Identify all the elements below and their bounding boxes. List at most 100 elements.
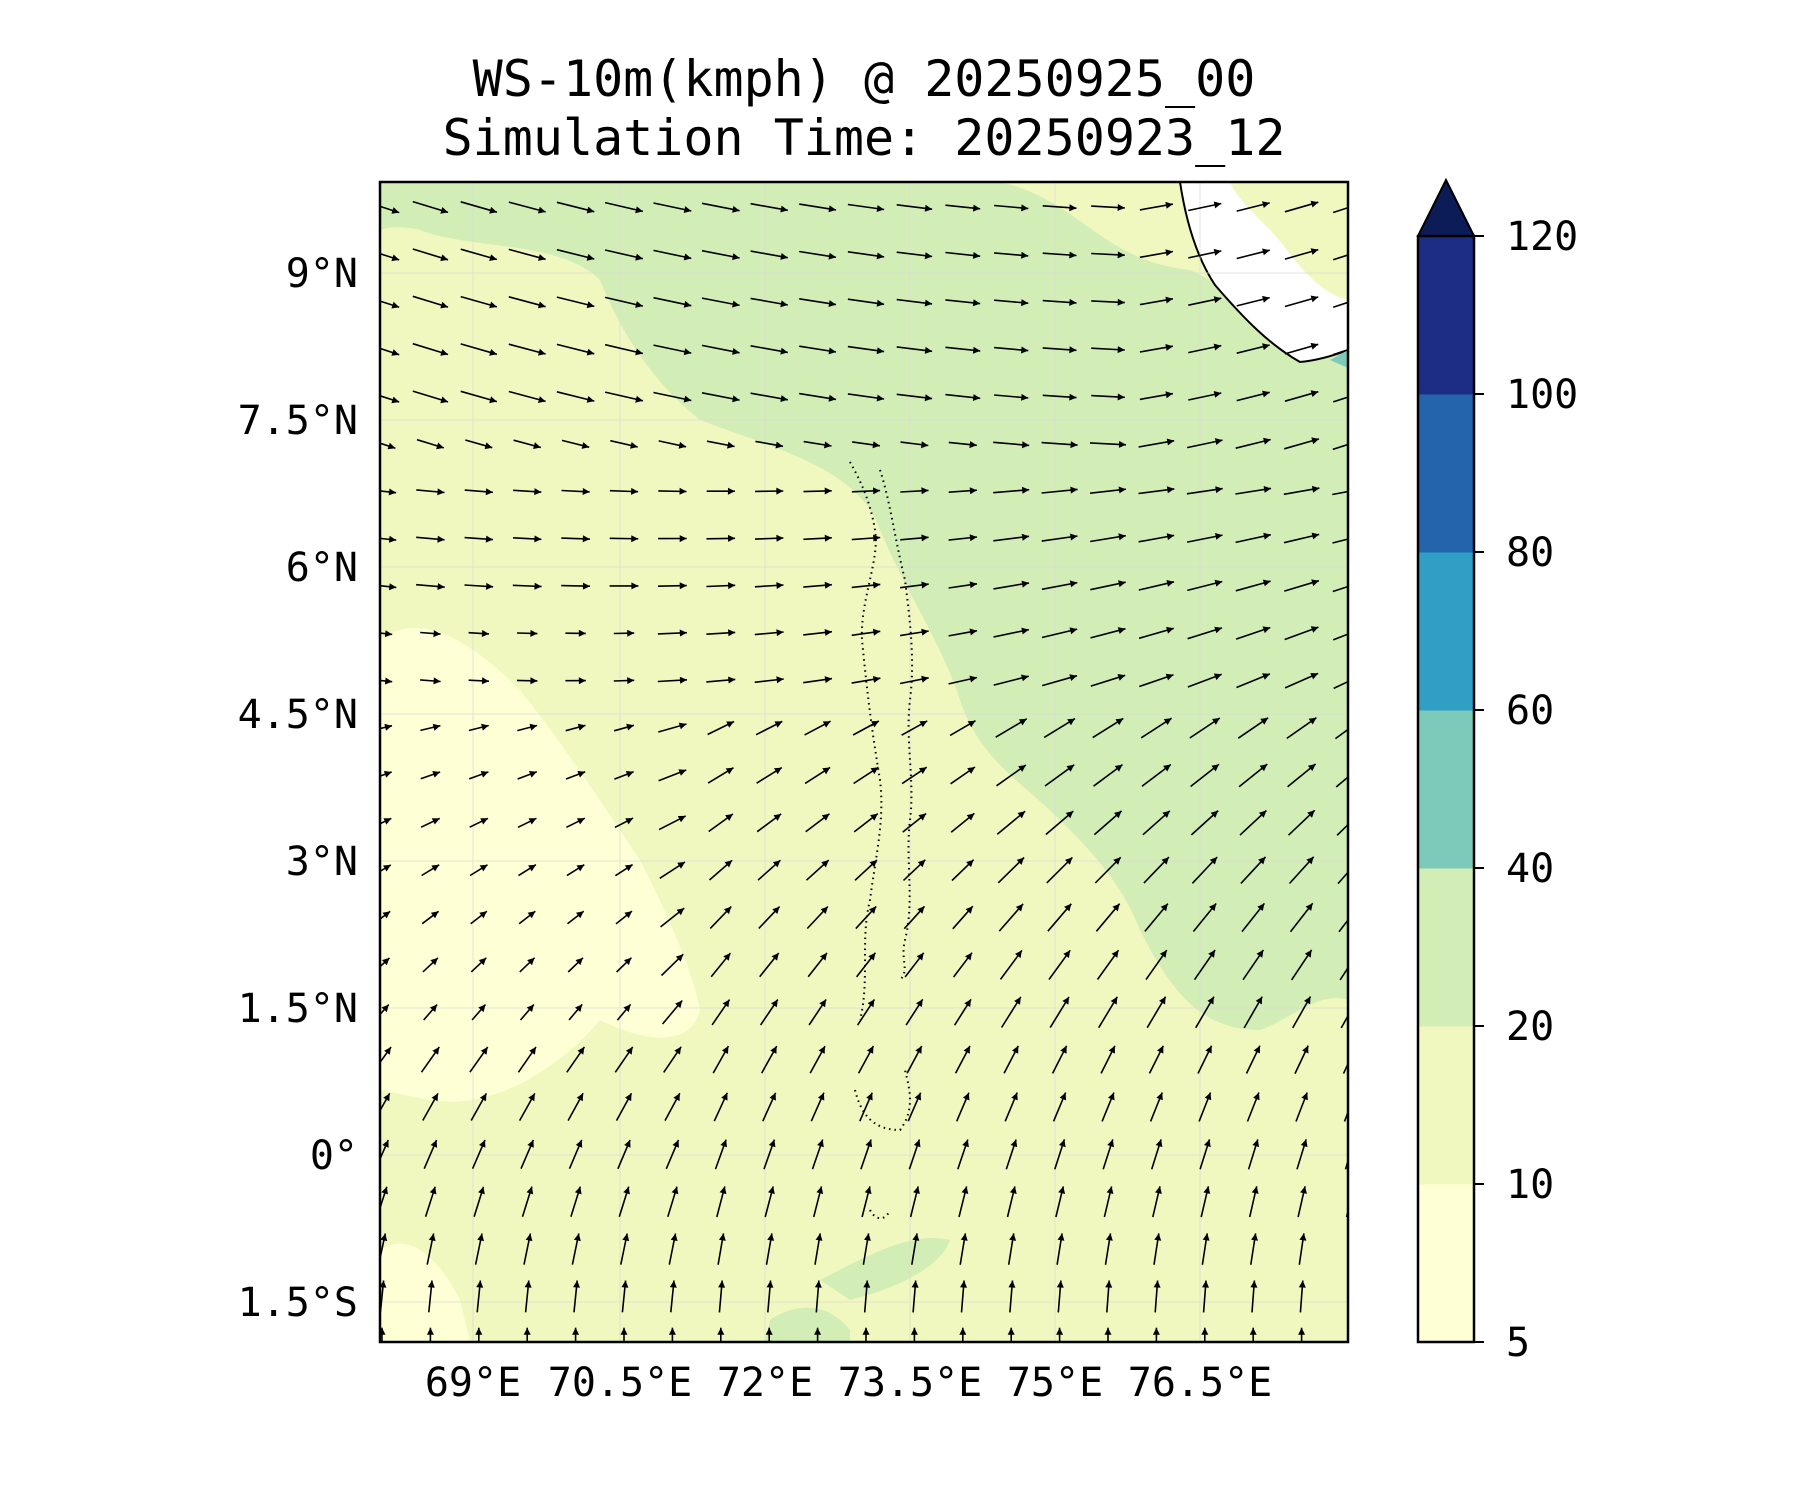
wind-vector-head [870, 767, 879, 775]
wind-vector-head [972, 252, 981, 259]
wind-vector-head [1262, 248, 1270, 256]
wind-vector-head [484, 442, 493, 450]
wind-vector-head [1069, 251, 1077, 259]
wind-vector-head [1250, 1280, 1258, 1288]
wind-vector-head [621, 1280, 629, 1288]
wind-vector-head [672, 1139, 679, 1148]
wind-vector-head [1009, 1233, 1017, 1241]
maldives-atolls [849, 461, 914, 1220]
wind-vector-head [732, 300, 740, 308]
wind-vector-head [1252, 1139, 1260, 1148]
wind-vector-head [1162, 810, 1170, 818]
wind-vector-head [383, 818, 392, 825]
wind-vector-head [677, 862, 685, 869]
wind-vector-head [429, 1186, 437, 1195]
wind-vector-head [1105, 1233, 1113, 1241]
wind-vector-head [581, 442, 590, 449]
wind-vector-head [526, 1186, 534, 1195]
wind-vector-head [1300, 1139, 1308, 1148]
wind-vector-head [432, 771, 441, 778]
wind-vector-head [780, 253, 788, 260]
wind-vector-head [1299, 1233, 1307, 1241]
wind-vector-head [1069, 298, 1077, 306]
wind-vector-head [723, 906, 732, 915]
wind-vector-head [873, 487, 881, 495]
wind-vector-head [819, 999, 827, 1008]
wind-vector-head [924, 299, 933, 307]
wind-vector-head [1204, 1092, 1212, 1101]
wind-vector-head [576, 818, 585, 825]
wind-vector-head [625, 1046, 633, 1055]
lat-axis: 9°N 7.5°N 6°N 4.5°N 3°N 1.5°N 0° 1.5°S [238, 251, 358, 1326]
wind-vector-head [635, 301, 643, 308]
wind-vector-head [732, 253, 740, 261]
wind-vector-head [384, 1047, 391, 1055]
wind-vector-head [1166, 580, 1174, 587]
wind-vector-head [1262, 390, 1270, 398]
wind-vector-head [527, 1139, 534, 1148]
wind-vector-head [440, 349, 448, 356]
wind-vector-head [1157, 1045, 1164, 1054]
wind-vector-head [485, 535, 493, 543]
wind-vector-head [726, 721, 734, 728]
wind-vector-head [1069, 346, 1077, 354]
wind-vector-head [1262, 201, 1270, 208]
wind-vector-head [917, 859, 926, 868]
wind-vector-head [720, 1139, 727, 1148]
wind-vector-head [818, 1046, 825, 1054]
wind-vector-head [1069, 627, 1078, 635]
wind-vector-head [1205, 1045, 1212, 1054]
wind-vector-head [431, 864, 440, 872]
wind-vector-head [1255, 996, 1263, 1005]
wind-vector-head [623, 957, 632, 966]
wind-vector-head [972, 204, 981, 212]
colorbar-extend-arrow [1416, 177, 1476, 237]
wind-vector-head [1359, 200, 1367, 207]
wind-vector-head [624, 1139, 631, 1148]
wind-vector-head [772, 860, 781, 868]
wind-vector-head [1067, 718, 1075, 726]
wind-vector-head [623, 1186, 630, 1195]
wind-vector-head [485, 488, 493, 496]
wind-vector-head [913, 1139, 921, 1148]
wind-vector-head [1213, 343, 1222, 351]
wind-vector-head [528, 818, 537, 825]
wind-vector-head [475, 1327, 483, 1335]
lon-tick-label: 69°E [425, 1360, 521, 1406]
wind-vector-head [1112, 903, 1120, 912]
wind-vector-head [631, 535, 639, 543]
wind-vector-head [1105, 1280, 1113, 1288]
wind-vector-head [388, 535, 397, 543]
wind-vector-head [1213, 673, 1222, 681]
wind-vector-head [1007, 1327, 1015, 1335]
wind-vector-head [1154, 1233, 1162, 1241]
wind-vector-head [1161, 857, 1169, 865]
wind-vector-head [768, 1186, 775, 1195]
wind-vector-head [719, 1186, 727, 1195]
wind-vector-head [1263, 532, 1271, 540]
wind-vector-head [1117, 393, 1125, 401]
lon-tick-label: 75°E [1007, 1360, 1103, 1406]
wind-vector-shaft [1342, 1062, 1348, 1074]
wind-vector-head [1262, 343, 1270, 351]
colorbar-segment [1418, 1184, 1474, 1343]
wind-vector-head [972, 394, 981, 401]
wind-vector-head [576, 864, 585, 872]
wind-vector-head [1359, 295, 1367, 302]
wind-vectors [380, 200, 1367, 1342]
lon-axis: 69°E 70.5°E 72°E 73.5°E 75°E 76.5°E [425, 1360, 1272, 1406]
wind-vector-head [1016, 857, 1025, 865]
wind-vector-head [1212, 718, 1220, 725]
wind-vector-head [1310, 342, 1319, 350]
wind-vector-head [1201, 1327, 1209, 1335]
wind-vector-head [780, 205, 788, 213]
wind-vector-head [1257, 903, 1265, 911]
wind-vector-head [961, 1186, 969, 1194]
wind-vector-head [1118, 486, 1126, 494]
wind-vector-head [962, 1092, 970, 1101]
wind-vector-head [1253, 1045, 1260, 1054]
wind-vector-head [1166, 438, 1175, 446]
wind-vector-head [574, 1186, 582, 1195]
wind-vector-head [775, 441, 783, 449]
wind-vector-head [1262, 579, 1271, 587]
